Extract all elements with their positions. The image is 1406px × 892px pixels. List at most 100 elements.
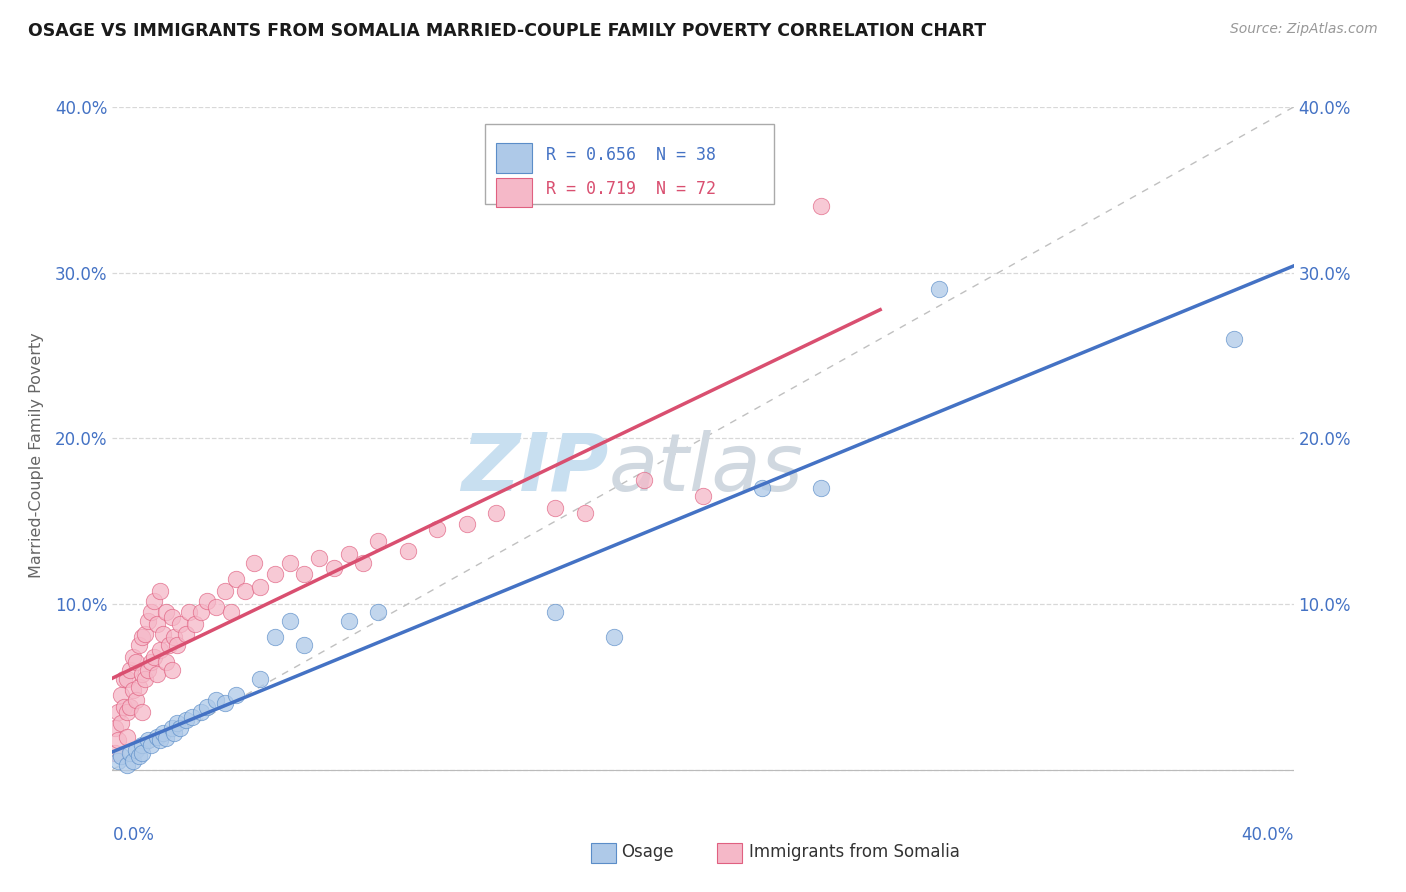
Point [243, 556, 266, 570]
Point [426, 523, 449, 537]
Point [179, 605, 201, 619]
Point [139, 605, 162, 619]
Point [122, 755, 145, 769]
Point [128, 749, 150, 764]
Point [163, 630, 186, 644]
Point [139, 655, 162, 669]
Point [136, 732, 159, 747]
Text: atlas: atlas [609, 430, 803, 508]
Point [352, 556, 374, 570]
Point [160, 721, 183, 735]
Point [110, 716, 132, 731]
Point [603, 630, 626, 644]
Point [169, 721, 191, 735]
Point [337, 547, 360, 561]
Text: Osage: Osage [621, 843, 673, 861]
Point [308, 550, 330, 565]
Point [125, 693, 148, 707]
Point [323, 560, 346, 574]
Point [122, 683, 145, 698]
Point [136, 614, 159, 628]
Point [205, 693, 228, 707]
Point [169, 616, 191, 631]
Bar [496, 178, 531, 207]
Point [174, 627, 197, 641]
Point [160, 663, 183, 677]
Point [160, 610, 183, 624]
Point [219, 605, 242, 619]
Point [292, 639, 315, 653]
Point [633, 473, 655, 487]
Point [155, 605, 177, 619]
Point [264, 630, 287, 644]
Point [810, 481, 832, 495]
Point [146, 666, 169, 681]
Point [125, 743, 148, 757]
Text: ZIP: ZIP [461, 430, 609, 508]
Point [149, 583, 172, 598]
Point [104, 746, 127, 760]
Point [574, 506, 596, 520]
Point [134, 627, 156, 641]
Point [149, 643, 172, 657]
Point [166, 716, 188, 731]
Point [233, 583, 256, 598]
Point [214, 697, 236, 711]
Point [485, 506, 508, 520]
Point [155, 731, 177, 746]
Point [292, 567, 315, 582]
Point [125, 655, 148, 669]
Point [225, 572, 247, 586]
Point [264, 567, 287, 582]
Point [692, 489, 714, 503]
Point [152, 627, 174, 641]
Text: R = 0.656  N = 38: R = 0.656 N = 38 [546, 145, 716, 164]
Point [136, 663, 159, 677]
Point [195, 699, 218, 714]
Point [110, 749, 132, 764]
Point [396, 544, 419, 558]
Point [205, 600, 228, 615]
Point [367, 534, 389, 549]
Point [751, 481, 773, 495]
Bar [496, 144, 531, 173]
Point [190, 605, 212, 619]
Point [131, 630, 153, 644]
Point [928, 282, 950, 296]
Point [120, 699, 142, 714]
Point [117, 757, 138, 772]
FancyBboxPatch shape [485, 124, 773, 204]
Point [190, 705, 212, 719]
Point [117, 730, 138, 744]
Point [225, 688, 247, 702]
Point [278, 614, 301, 628]
Text: R = 0.719  N = 72: R = 0.719 N = 72 [546, 180, 716, 198]
Point [214, 583, 236, 598]
Point [112, 699, 135, 714]
Point [152, 726, 174, 740]
Point [131, 666, 153, 681]
Point [131, 738, 153, 752]
Point [146, 730, 169, 744]
Point [131, 705, 153, 719]
Point [166, 639, 188, 653]
Point [134, 672, 156, 686]
Point [174, 713, 197, 727]
Point [1223, 332, 1246, 346]
Point [117, 672, 138, 686]
Text: 0.0%: 0.0% [112, 826, 155, 844]
Point [195, 593, 218, 607]
Point [456, 517, 478, 532]
Point [249, 672, 271, 686]
Point [112, 672, 135, 686]
Point [278, 556, 301, 570]
Point [117, 705, 138, 719]
Point [184, 616, 207, 631]
Point [120, 746, 142, 760]
Point [107, 705, 129, 719]
Point [157, 639, 180, 653]
Point [544, 605, 567, 619]
Text: Source: ZipAtlas.com: Source: ZipAtlas.com [1230, 22, 1378, 37]
Point [120, 663, 142, 677]
Point [146, 616, 169, 631]
